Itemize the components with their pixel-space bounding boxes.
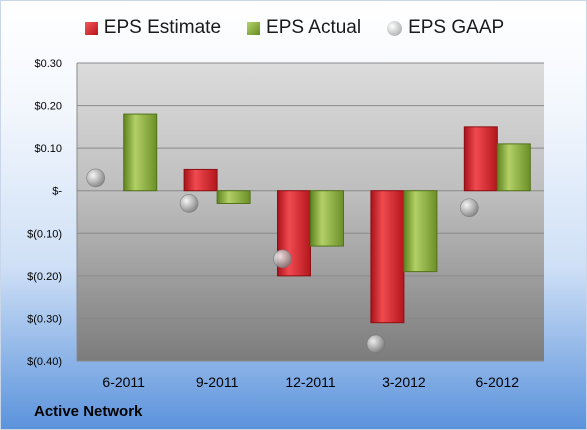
eps-estimate-bar (370, 190, 405, 324)
eps-actual-bar (310, 190, 344, 247)
chart-legend: EPS Estimate EPS Actual EPS GAAP (1, 17, 586, 39)
eps-gaap-marker (459, 198, 479, 218)
eps-actual-bar (403, 190, 438, 273)
legend-swatch-actual (247, 21, 261, 35)
legend-entry-estimate: EPS Estimate (84, 17, 222, 39)
eps-gaap-marker (366, 334, 386, 354)
eps-actual-bar (496, 143, 531, 192)
y-tick-label: $(0.40) (27, 356, 62, 368)
legend-swatch-gaap (387, 20, 403, 36)
x-tick-label: 12-2011 (285, 374, 336, 390)
y-tick-label: $0.10 (34, 143, 62, 155)
y-tick-label: $(0.10) (27, 228, 62, 240)
x-tick-label: 9-2011 (196, 374, 239, 390)
y-tick-label: $0.30 (34, 58, 62, 70)
x-tick-label: 3-2012 (382, 374, 426, 390)
eps-estimate-bar (463, 126, 498, 192)
legend-entry-gaap: EPS GAAP (387, 17, 504, 39)
eps-actual-bar (216, 190, 251, 204)
x-tick-label: 6-2011 (102, 374, 145, 390)
eps-gaap-marker (86, 168, 105, 188)
y-tick-label: $(0.20) (27, 271, 62, 283)
y-tick-label: $- (52, 186, 62, 198)
x-tick-label: 6-2012 (476, 374, 520, 390)
eps-estimate-bar (183, 168, 218, 192)
y-tick-label: $(0.30) (27, 313, 62, 325)
company-name: Active Network (34, 403, 143, 420)
eps-gaap-marker (179, 194, 199, 213)
legend-swatch-estimate (84, 21, 98, 35)
eps-actual-bar (123, 113, 158, 192)
legend-entry-actual: EPS Actual (247, 17, 361, 39)
legend-label-estimate: EPS Estimate (103, 17, 222, 38)
eps-gaap-marker (273, 249, 292, 269)
legend-label-actual: EPS Actual (266, 17, 362, 38)
legend-label-gaap: EPS GAAP (408, 17, 505, 38)
y-tick-label: $0.20 (34, 101, 62, 113)
